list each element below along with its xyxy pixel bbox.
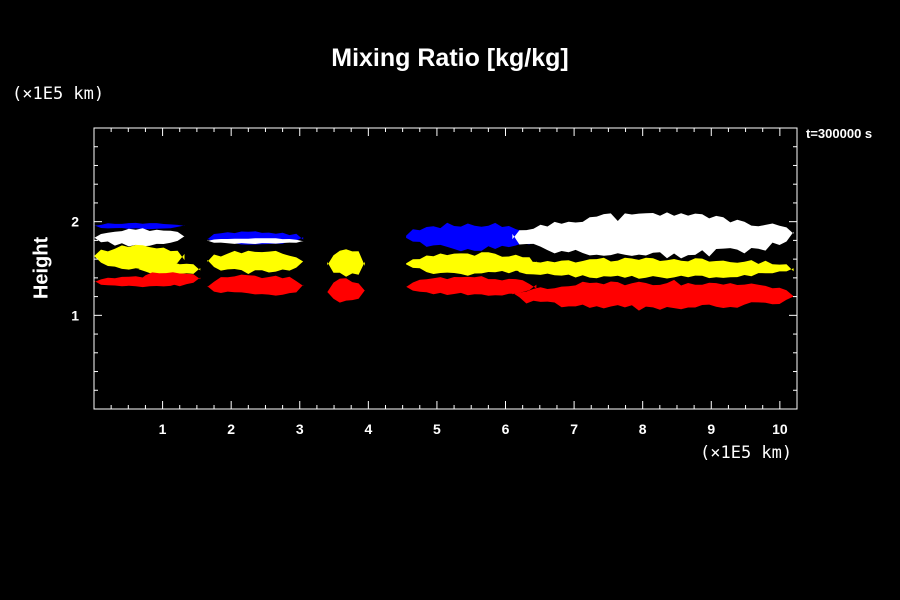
y-tick-label: 1 (71, 307, 79, 323)
cloud-5-blue-band (406, 222, 537, 252)
cloud-3 (207, 231, 304, 296)
cloud-4 (327, 249, 365, 303)
x-tick-label: 5 (433, 421, 441, 437)
cloud-3-white-band (207, 238, 304, 244)
x-axis-unit: (×1E5 km) (700, 443, 793, 463)
cloud-2 (138, 262, 201, 287)
cloud-4-yellow-band (327, 249, 365, 277)
y-tick-label: 2 (71, 214, 79, 230)
x-tick-label: 9 (707, 421, 715, 437)
x-tick-label: 2 (227, 421, 235, 437)
x-tick-label: 8 (639, 421, 647, 437)
x-tick-label: 10 (772, 421, 788, 437)
x-tick-label: 7 (570, 421, 578, 437)
plot-frame (93, 127, 798, 410)
cloud-2-yellow-band (138, 262, 201, 276)
cloud-5-red-band (406, 276, 537, 296)
cloud-2-red-band (138, 272, 201, 287)
cloud-6-yellow-band (512, 257, 794, 279)
x-tick-label: 1 (159, 421, 167, 437)
cloud-4-red-band (327, 278, 365, 303)
cloud-5 (406, 222, 537, 296)
cloud-1-blue-band (94, 222, 185, 230)
axes: 1 2 3 4 5 6 7 8 9 10 1 2 (71, 127, 798, 437)
cloud-3-red-band (207, 274, 304, 296)
time-annotation: t=300000 s (806, 126, 873, 141)
cloud-6 (512, 212, 794, 311)
x-tick-label: 3 (296, 421, 304, 437)
cloud-6-red-band (512, 279, 794, 311)
chart-title: Mixing Ratio [kg/kg] (331, 44, 569, 72)
cloud-6-white-band (512, 212, 794, 259)
x-tick-label: 6 (502, 421, 510, 437)
mixing-ratio-field (94, 212, 794, 311)
x-tick-label: 4 (364, 421, 372, 437)
cloud-5-yellow-band (406, 252, 537, 276)
cloud-1-white-band (94, 228, 185, 247)
y-axis-unit: (×1E5 km) (12, 84, 105, 104)
cloud-3-yellow-band (207, 250, 304, 274)
